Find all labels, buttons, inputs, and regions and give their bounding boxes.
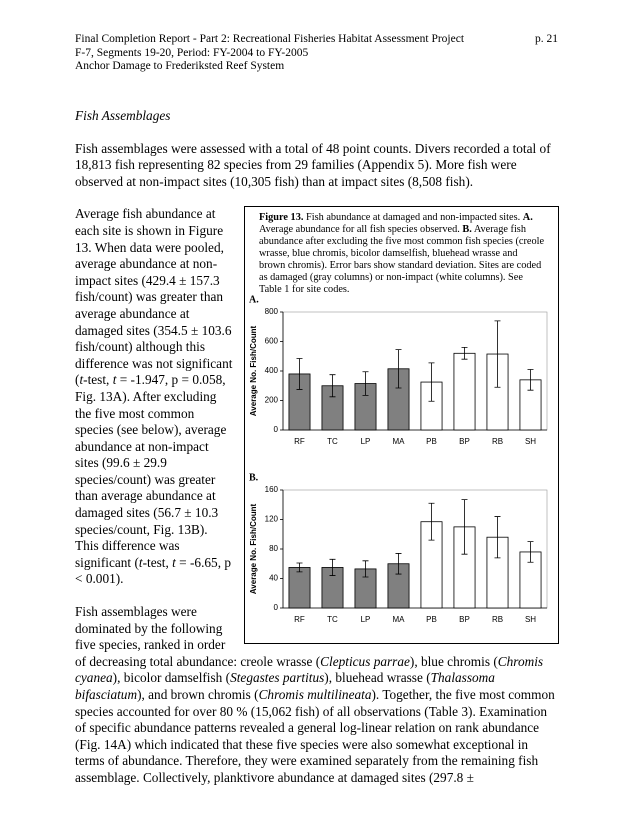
x-tick-label: MA <box>393 615 406 624</box>
text-run: = -6.65, p < 0.001). <box>75 554 231 587</box>
error-bar <box>362 371 369 397</box>
y-tick-label: 0 <box>274 603 279 612</box>
text-run: Chromis multilineata <box>258 687 372 702</box>
error-bar <box>329 374 336 398</box>
text-run: ), and brown chromis ( <box>137 687 259 702</box>
text-run: A. <box>522 212 533 224</box>
error-bar <box>395 553 402 575</box>
text-run: = -1.947, p = 0.058, Fig. 13A). After ex… <box>75 372 227 570</box>
error-bar <box>494 320 501 388</box>
text-run: Chromis cyanea <box>75 653 544 686</box>
text-run: t <box>172 554 176 570</box>
error-bar <box>461 347 468 360</box>
body: Fish Assemblages Fish assemblages were a… <box>75 108 559 803</box>
x-tick-label: BP <box>459 615 470 624</box>
y-tick-label: 0 <box>274 425 279 434</box>
error-bar <box>428 362 435 403</box>
chart: A. Average No. Fish/Count 0 200 400 600 800 RF T… <box>249 295 548 446</box>
text-run: -test, <box>83 372 113 388</box>
x-tick-label: SH <box>525 615 536 624</box>
text-run: Stegastes partitus <box>230 670 325 686</box>
chart-title: B. <box>249 473 259 484</box>
y-tick-label: 400 <box>265 366 279 375</box>
figure-caption: Figure 13. Fish abundance at damaged and… <box>245 207 558 296</box>
text-run: Average abundance for all fish species o… <box>259 224 463 236</box>
x-tick-label: BP <box>459 437 470 446</box>
text-run: Fish abundance at damaged and non-impact… <box>303 212 523 224</box>
text-run: t <box>79 372 84 388</box>
text-run: -test, <box>142 554 173 570</box>
y-axis-title: Average No. Fish/Count <box>249 326 258 417</box>
bar <box>453 353 476 431</box>
text-run: Fish assemblages were dominated by the f… <box>75 604 321 669</box>
x-tick-label: PB <box>426 437 437 446</box>
paragraph: Average fish abundance at each site is s… <box>75 206 559 588</box>
text-run: ). Together, the five most common specie… <box>75 687 555 785</box>
y-axis-title: Average No. Fish/Count <box>249 504 258 595</box>
section-title: Fish Assemblages <box>75 108 171 123</box>
error-bar <box>329 559 336 577</box>
y-tick-label: 200 <box>265 396 279 405</box>
text-run: Figure 13. <box>259 212 304 224</box>
x-tick-label: MA <box>393 437 406 446</box>
chart: B. Average No. Fish/Count 0 40 80 120 160 RF TC L… <box>249 473 548 624</box>
x-tick-label: SH <box>525 437 536 446</box>
error-bar <box>395 349 402 389</box>
chart-title: A. <box>249 295 259 306</box>
bar <box>288 567 311 609</box>
x-tick-label: RB <box>492 437 503 446</box>
y-tick-label: 120 <box>265 515 279 524</box>
x-tick-label: PB <box>426 615 437 624</box>
x-tick-label: LP <box>361 615 371 624</box>
x-tick-label: RB <box>492 615 503 624</box>
x-tick-label: RF <box>294 615 305 624</box>
header: Final Completion Report - Part 2: Recrea… <box>75 33 558 74</box>
error-bar <box>461 499 468 555</box>
text-run: B. <box>462 224 472 236</box>
x-tick-label: LP <box>361 437 371 446</box>
header-line: Final Completion Report - Part 2: Recrea… <box>75 33 465 45</box>
text-run: Average fish abundance after excluding t… <box>259 224 545 296</box>
x-tick-label: TC <box>327 437 338 446</box>
figure: Figure 13. Fish abundance at damaged and… <box>244 206 559 645</box>
text-run: Thalassoma bifasciatum <box>75 670 495 702</box>
text-run: t <box>112 372 117 388</box>
error-bar <box>428 503 435 541</box>
error-bar <box>527 541 534 564</box>
text-run: Clepticus parrae <box>320 653 410 669</box>
x-tick-label: RF <box>294 437 305 446</box>
text-run: ), bicolor damselfish ( <box>112 670 231 686</box>
y-tick-label: 40 <box>269 574 278 583</box>
text-run: ), blue chromis ( <box>409 653 498 669</box>
header-line: Anchor Damage to Frederiksted Reef Syste… <box>75 60 285 72</box>
y-tick-label: 80 <box>269 544 278 553</box>
error-bar <box>296 358 303 391</box>
error-bar <box>296 562 303 573</box>
paragraph: Fish assemblages were assessed with a to… <box>75 141 559 191</box>
y-tick-label: 800 <box>265 307 279 316</box>
error-bar <box>362 560 369 578</box>
header-line: F-7, Segments 19-20, Period: FY-2004 to … <box>75 46 309 59</box>
text-run: Average fish abundance at each site is s… <box>75 206 233 388</box>
paragraph: Fish assemblages were dominated by the f… <box>75 604 559 787</box>
x-tick-label: TC <box>327 615 338 624</box>
error-bar <box>494 516 501 559</box>
text-run: t <box>138 554 143 570</box>
text-run: ), bluehead wrasse ( <box>324 670 431 686</box>
y-tick-label: 160 <box>265 485 279 494</box>
text-run: Fish assemblages were assessed with a to… <box>75 140 551 189</box>
page-number: p. 21 <box>535 33 558 45</box>
y-tick-label: 600 <box>265 337 279 346</box>
error-bar <box>527 369 534 391</box>
